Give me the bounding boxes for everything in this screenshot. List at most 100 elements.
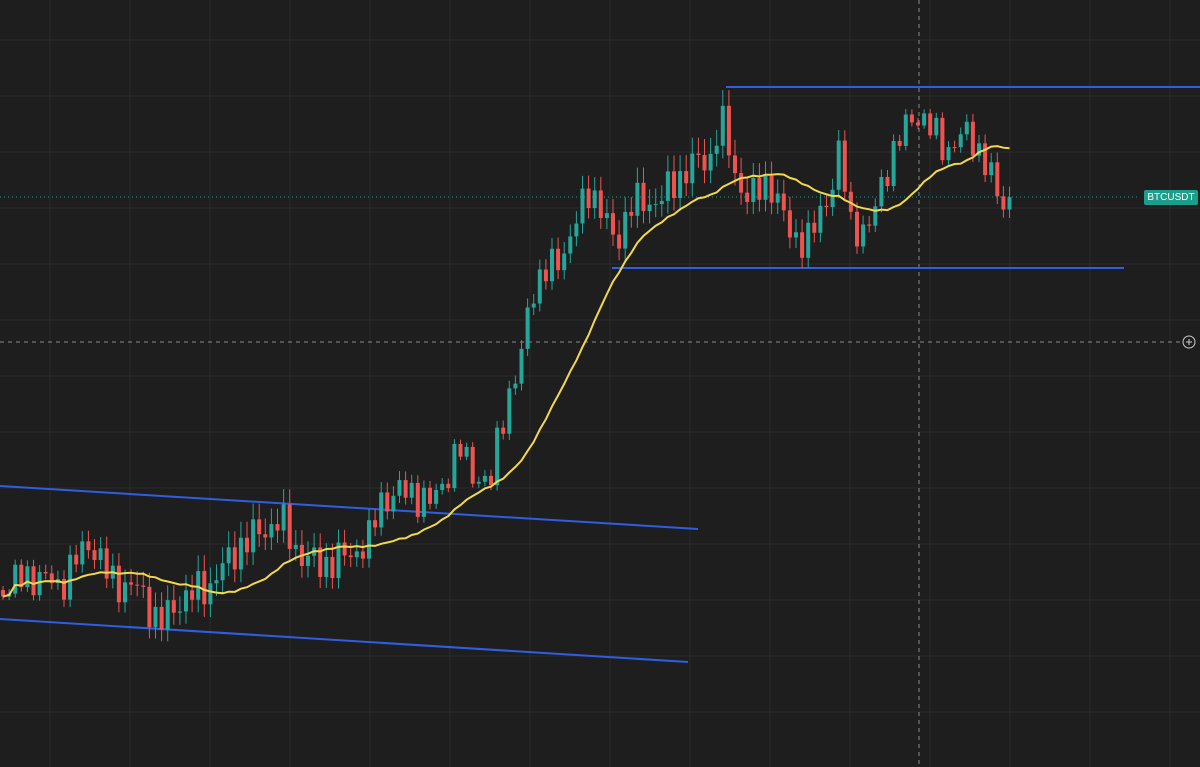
candle-body [592,190,597,209]
candle-body [74,554,79,565]
candle-body [739,173,744,193]
candle-body [86,541,91,551]
candle-body [702,154,707,171]
candle-body [257,519,262,535]
candle-body [287,504,292,549]
candle-body [574,223,579,237]
candle-body [476,481,481,484]
candle-body [354,551,359,558]
candle-body [940,117,945,161]
candle-body [556,248,561,271]
candle-body [263,534,268,538]
candle-body [611,213,615,235]
candle-body [275,524,280,531]
candle-body [507,388,512,434]
candle-body [147,586,152,628]
candle-body [184,590,188,612]
candle-body [909,114,914,123]
candle-body [964,121,969,135]
candle-body [696,153,701,155]
candle-body [733,155,737,174]
candle-body [812,222,817,233]
candle-body [598,190,603,218]
candle-body [653,204,658,206]
candle-body [678,171,683,199]
candle-body [318,547,323,577]
candle-body [452,443,457,489]
candle-body [202,571,207,605]
candle-body [415,482,420,517]
candle-body [104,548,109,579]
candle-body [220,563,225,581]
candle-body [324,556,329,577]
candle-body [531,303,536,308]
candle-body [775,193,780,203]
candle-body [1,590,5,597]
candle-body [922,113,927,126]
candle-body [19,564,24,588]
candle-body [659,200,664,205]
candle-body [446,483,451,489]
candle-body [916,122,920,126]
candle-body [537,269,542,304]
candle-body [665,171,670,201]
candle-body [714,145,719,154]
candle-body [403,480,408,498]
candle-body [928,113,933,136]
candle-body [251,519,256,553]
candle-body [123,582,127,603]
trend-line [0,618,689,663]
candle-body [958,134,963,148]
candle-body [43,572,48,574]
candle-body [720,105,725,146]
candle-body [513,383,518,389]
candle-body [80,541,85,565]
candle-body [428,487,432,504]
candle-body [562,253,567,271]
candle-body [672,171,676,199]
candle-body [464,446,469,457]
candle-body [952,147,957,149]
candle-body [68,554,73,600]
candle-body [879,176,884,207]
candle-body [190,590,195,600]
candle-body [208,583,213,605]
plus-icon [1186,339,1192,345]
candle-body [525,307,530,349]
candle-body [385,492,390,512]
candle-body [550,248,554,282]
candle-body [745,192,750,203]
candles [1,90,1012,642]
candle-body [31,566,36,596]
candle-body [165,600,170,630]
candle-body [787,210,792,238]
candle-body [989,162,994,176]
candle-body [848,191,853,212]
candle-body [842,140,847,192]
candle-body [214,580,219,584]
candle-body [977,143,981,156]
candle-body [360,551,365,559]
candle-body [421,487,426,517]
candle-body [98,548,103,561]
candle-body [391,495,396,512]
candle-body [470,446,475,484]
candle-body [116,565,121,603]
candle-body [818,205,823,233]
candle-body [781,193,786,211]
candle-body [794,232,798,238]
candle-body [867,224,872,226]
candle-body [62,579,66,600]
candle-body [629,211,634,216]
candle-body [684,171,689,184]
candle-body [861,224,866,247]
candle-body [891,140,896,187]
candle-body [800,232,805,258]
candle-body [501,427,506,434]
candle-body [586,188,591,209]
candle-body [232,547,237,570]
candle-body [336,542,341,579]
candle-body [855,211,859,247]
candle-body [769,176,774,203]
